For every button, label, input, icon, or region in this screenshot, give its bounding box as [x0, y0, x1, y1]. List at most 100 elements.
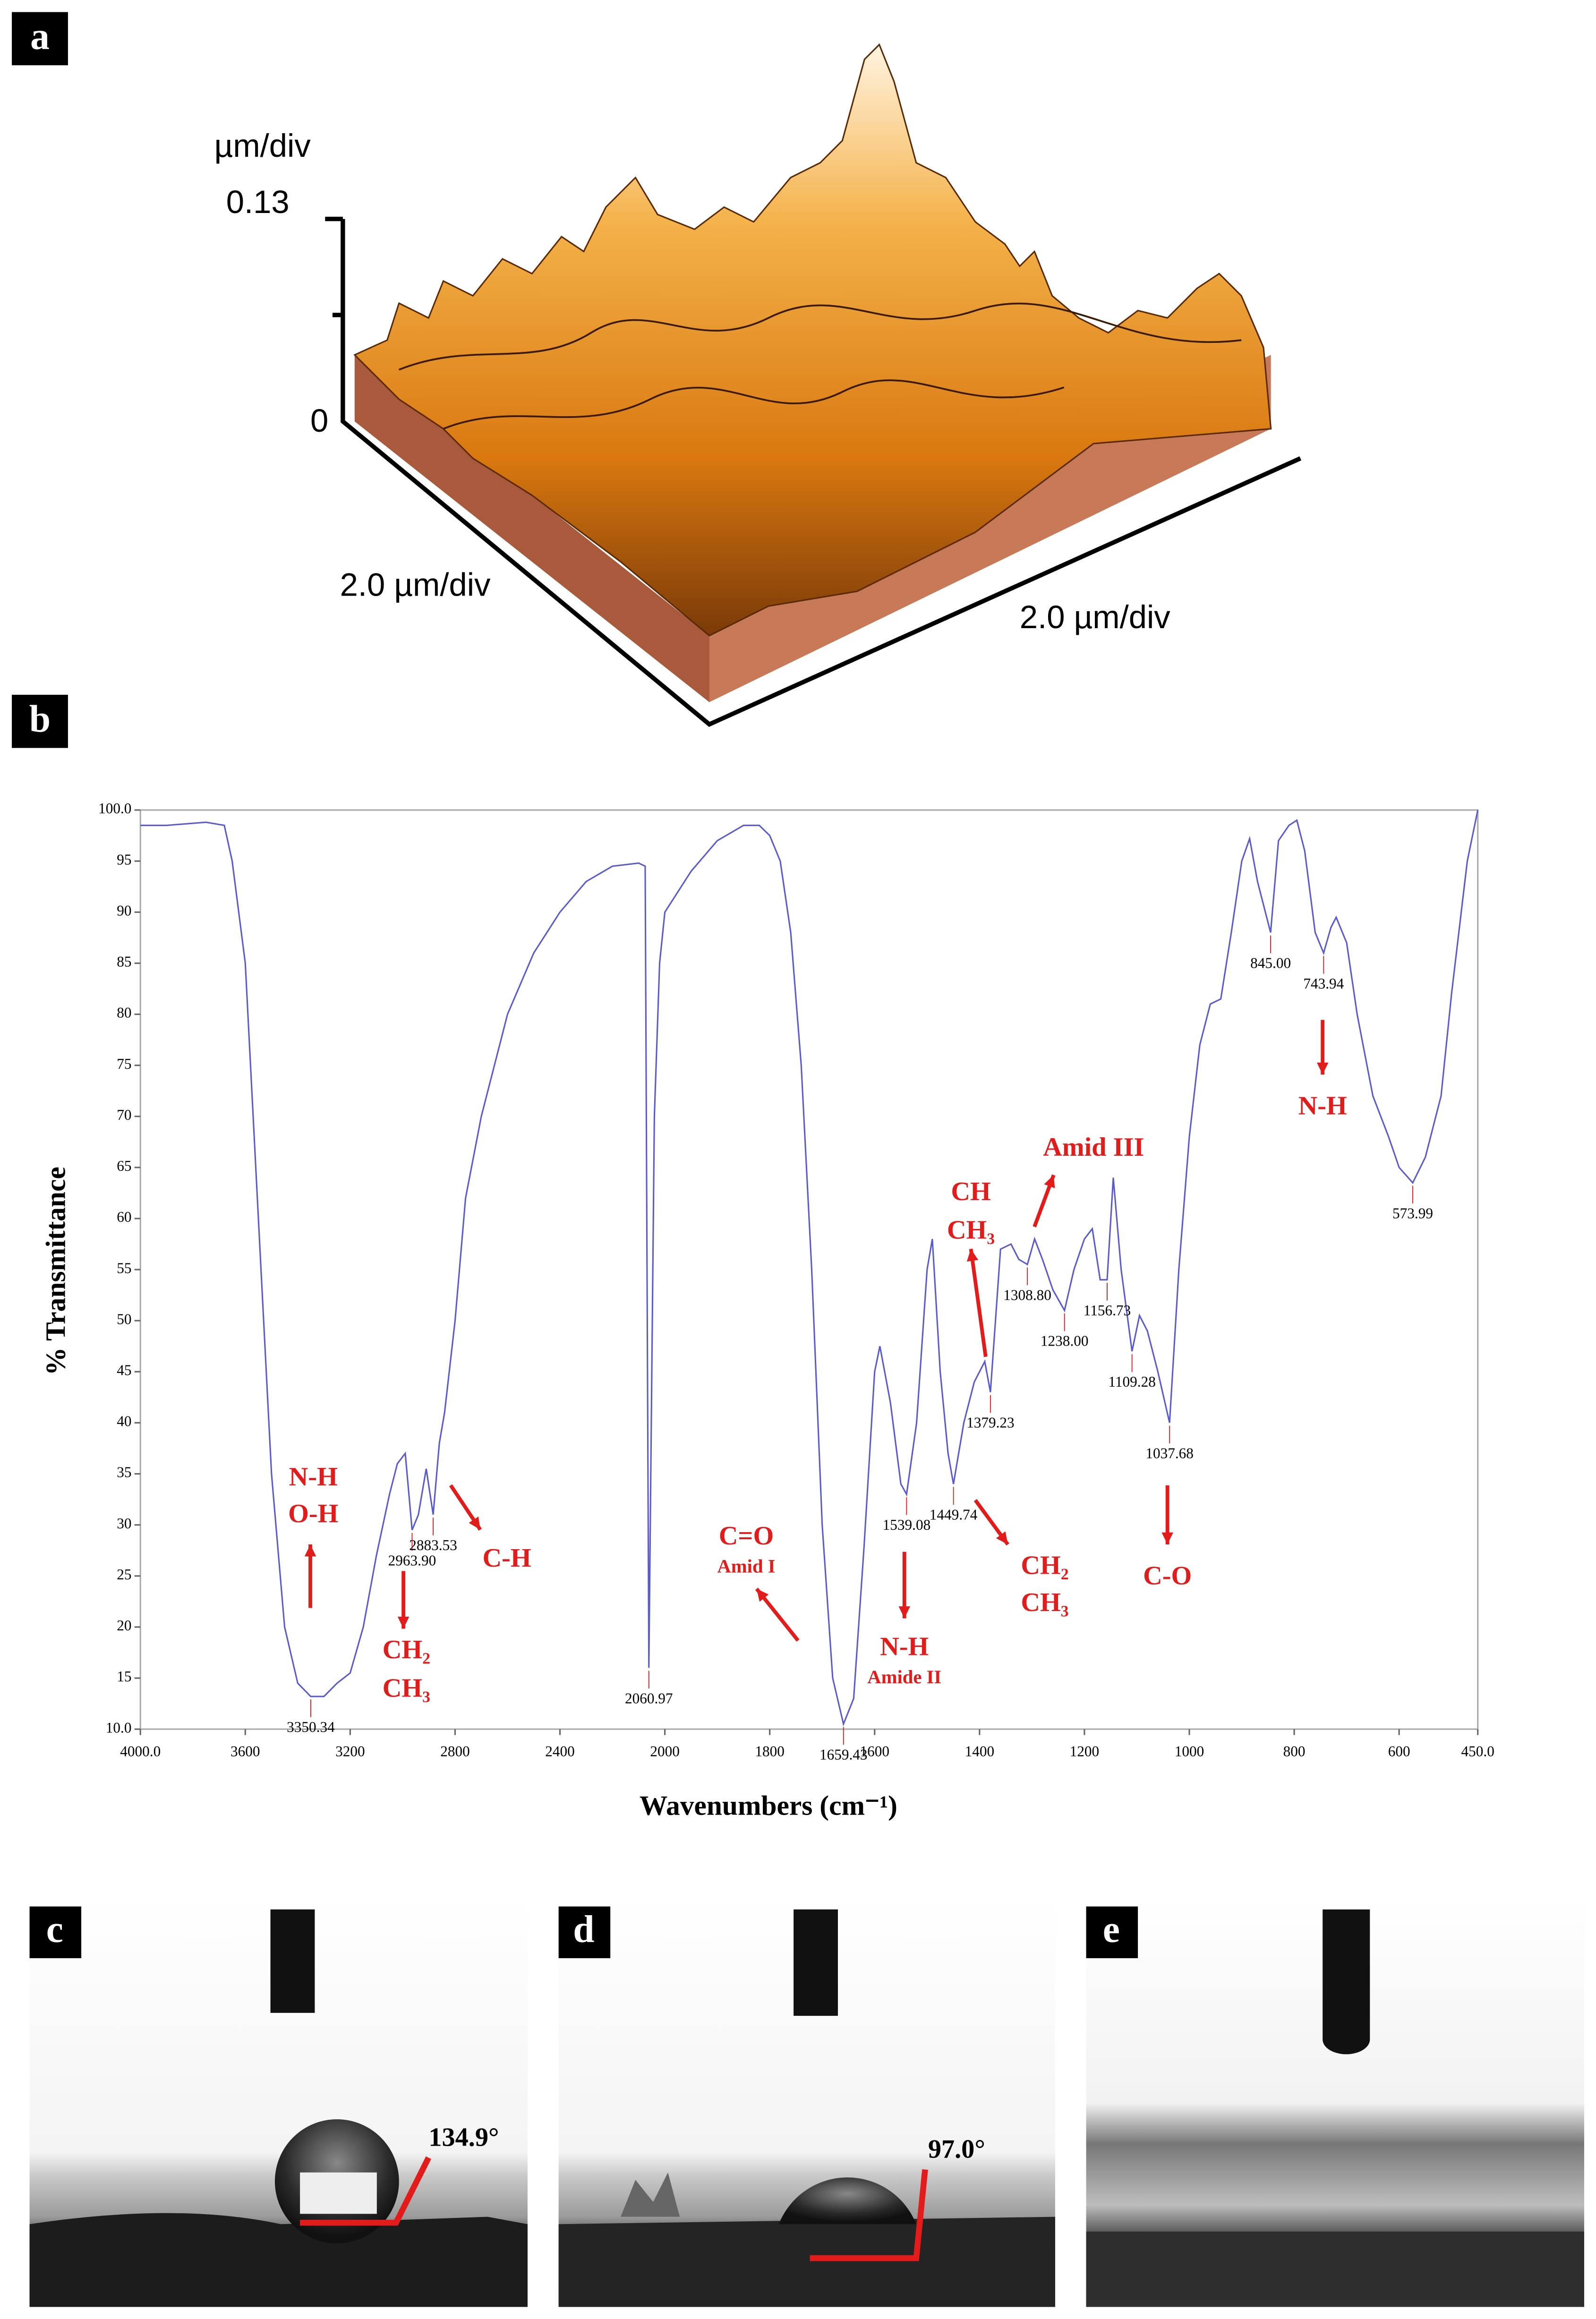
- peak-label: 1156.73: [1084, 1302, 1131, 1319]
- arrow-head: [756, 1588, 769, 1602]
- peak-label: 845.00: [1250, 955, 1291, 972]
- peak-label: 1379.23: [966, 1415, 1015, 1431]
- contact-angle-panels: 134.9° c 97.0° d e: [29, 1899, 1584, 2307]
- afm-y-scale: 2.0 µm/div: [1020, 599, 1170, 635]
- substrate: [1086, 2231, 1584, 2307]
- panel-label: d: [573, 1908, 594, 1951]
- x-tick-label: 800: [1283, 1743, 1306, 1759]
- angle-mark: [810, 2169, 928, 2261]
- band-assignment: CH₃: [1021, 1588, 1068, 1617]
- x-tick-label: 2800: [440, 1743, 470, 1759]
- afm-panel: a µm/div 0.13 0 2.0 µm/div 2.0 µm/div: [12, 12, 1302, 727]
- afm-z-max: 0.13: [226, 184, 290, 220]
- band-assignment: C-O: [1143, 1561, 1192, 1591]
- afm-z-min: 0: [310, 402, 328, 439]
- y-tick-label: 20: [117, 1617, 131, 1634]
- y-tick-label: 15: [117, 1668, 131, 1685]
- droplet: [778, 2177, 916, 2225]
- x-tick-label: 1800: [755, 1743, 785, 1759]
- needle: [270, 1909, 315, 2013]
- x-tick-label: 450.0: [1461, 1743, 1494, 1759]
- band-assignment: CH₃: [947, 1215, 995, 1245]
- band-assignment: N-H: [880, 1632, 929, 1662]
- band-assignment: O-H: [288, 1499, 338, 1528]
- x-tick-label: 1600: [860, 1743, 889, 1759]
- spectrum-line: [140, 810, 1479, 1727]
- band-assignment: N-H: [1298, 1091, 1347, 1121]
- substrate: [558, 2217, 1055, 2307]
- afm-axes: [341, 219, 1302, 727]
- x-tick-label: 2000: [650, 1743, 680, 1759]
- angle-mark: [300, 2156, 431, 2226]
- x-tick-label: 1000: [1175, 1743, 1204, 1759]
- y-axis-label: % Transmittance: [40, 1167, 71, 1375]
- contact-angle: 97.0°: [928, 2134, 985, 2164]
- y-tick-label: 55: [117, 1260, 131, 1276]
- band-assignment: CH₃: [383, 1673, 430, 1703]
- y-tick-label: 30: [117, 1515, 131, 1532]
- peak-label: 1037.68: [1145, 1445, 1194, 1462]
- panel-label-box: [558, 1906, 611, 1959]
- x-tick-label: 4000.0: [120, 1743, 161, 1759]
- ftir-panel: b Wavenumbers (cm⁻¹) % Transmittance 400…: [12, 695, 1494, 1821]
- band-assignment: CH: [951, 1177, 990, 1206]
- contact-angle: 134.9°: [428, 2123, 499, 2152]
- peak-label: 1238.00: [1041, 1333, 1089, 1349]
- arrow-head: [898, 1606, 911, 1619]
- panel-label: b: [29, 698, 51, 740]
- x-tick-label: 600: [1388, 1743, 1410, 1759]
- peak-label: 573.99: [1392, 1205, 1433, 1221]
- x-tick-label: 1400: [965, 1743, 995, 1759]
- peak-label: 1449.74: [930, 1506, 978, 1523]
- peak-label: 1659.43: [819, 1746, 868, 1763]
- y-tick-label: 65: [117, 1158, 131, 1174]
- needle: [794, 1909, 838, 2016]
- x-tick-label: 1200: [1070, 1743, 1100, 1759]
- arrow-head: [966, 1249, 979, 1262]
- arrow-head: [1044, 1175, 1055, 1188]
- afm-surface: [353, 43, 1272, 637]
- y-tick-label: 85: [117, 954, 131, 970]
- band-assignment: C=O: [719, 1521, 774, 1551]
- afm-contours: [399, 302, 1242, 430]
- x-tick-label: 2400: [545, 1743, 575, 1759]
- panel-label-box: [12, 12, 68, 66]
- droplet-reflection: [300, 2172, 377, 2214]
- substrate: [29, 2213, 528, 2307]
- y-tick-label: 50: [117, 1311, 131, 1327]
- peak-label: 1109.28: [1108, 1373, 1155, 1390]
- panel-label: a: [30, 15, 50, 58]
- arrow-head: [304, 1544, 316, 1557]
- x-tick-label: 3200: [335, 1743, 365, 1759]
- band-assignment: CH₂: [1021, 1551, 1068, 1580]
- afm-x-scale: 2.0 µm/div: [340, 566, 491, 603]
- panel-label-box: [1086, 1906, 1138, 1959]
- band-assignment: Amid III: [1043, 1133, 1144, 1162]
- y-tick-label: 40: [117, 1413, 131, 1430]
- peak-label: 2060.97: [625, 1690, 673, 1706]
- peak-label: 743.94: [1303, 975, 1344, 992]
- afm-z-unit: µm/div: [214, 128, 311, 164]
- panel-label-box: [29, 1906, 82, 1959]
- panel-label-box: [12, 695, 68, 748]
- arrow-head: [1161, 1532, 1173, 1545]
- panel-label: e: [1103, 1908, 1120, 1951]
- band-assignment: C-H: [483, 1543, 531, 1573]
- peak-label: 1308.80: [1003, 1287, 1051, 1303]
- peak-label: 2883.53: [409, 1537, 457, 1553]
- y-tick-label: 75: [117, 1056, 131, 1072]
- y-tick-label: 60: [117, 1209, 131, 1225]
- y-tick-label: 95: [117, 851, 131, 868]
- needle: [1323, 1909, 1370, 2055]
- arrow-shaft: [969, 1248, 988, 1357]
- panel-label: c: [46, 1908, 63, 1951]
- peak-label: 2963.90: [388, 1552, 436, 1569]
- peak-label: 1539.08: [883, 1517, 931, 1533]
- y-tick-label: 80: [117, 1005, 131, 1021]
- arrow-head: [397, 1617, 410, 1629]
- band-assignment: N-H: [289, 1462, 338, 1492]
- arrow-head: [1316, 1062, 1329, 1075]
- band-assignment: Amid I: [717, 1555, 775, 1577]
- y-tick-label: 45: [117, 1362, 131, 1378]
